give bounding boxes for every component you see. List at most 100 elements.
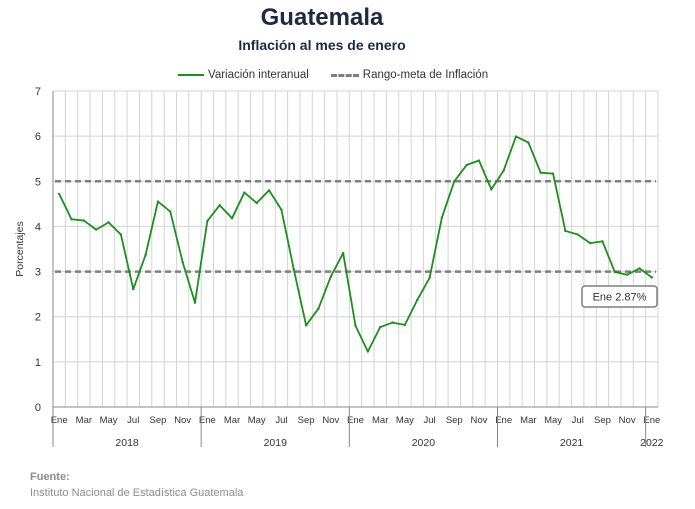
legend-item-target: Rango-meta de Inflación xyxy=(330,69,489,81)
data-point xyxy=(440,216,444,219)
data-point xyxy=(206,219,209,223)
data-point xyxy=(638,267,641,270)
x-tick-label: Jul xyxy=(424,415,436,426)
data-point xyxy=(119,233,123,236)
x-tick-label: May xyxy=(396,415,414,426)
y-tick-label: 3 xyxy=(35,267,41,279)
annotation-box xyxy=(581,285,658,308)
x-tick-label: Sep xyxy=(298,415,315,426)
data-point xyxy=(588,241,592,245)
x-year-label: 2019 xyxy=(264,437,288,449)
y-axis-label: Porcentajes xyxy=(14,221,26,276)
data-point xyxy=(601,240,604,243)
data-point xyxy=(304,324,308,327)
x-tick-label: Nov xyxy=(619,415,636,426)
x-tick-label: Jul xyxy=(127,415,139,426)
x-tick-label: Nov xyxy=(174,415,191,426)
x-tick-label: May xyxy=(544,415,562,426)
chart-subtitle: Inflación al mes de enero xyxy=(238,37,406,53)
y-tick-label: 0 xyxy=(35,402,41,414)
data-point xyxy=(255,201,258,205)
x-tick-label: Mar xyxy=(76,415,92,426)
data-point xyxy=(625,273,629,276)
data-point xyxy=(378,325,382,329)
data-point xyxy=(267,189,271,192)
x-year-label: 2020 xyxy=(412,437,436,449)
data-point xyxy=(428,276,431,280)
data-point xyxy=(502,169,505,172)
data-point xyxy=(539,171,542,174)
data-point xyxy=(317,307,320,310)
data-point xyxy=(230,217,234,220)
y-tick-label: 2 xyxy=(35,312,41,324)
x-tick-label: Nov xyxy=(322,415,339,426)
data-point xyxy=(514,135,518,138)
x-tick-label: May xyxy=(248,415,266,426)
x-tick-label: Mar xyxy=(520,415,536,426)
data-point xyxy=(490,188,493,191)
data-point xyxy=(193,301,197,304)
data-point xyxy=(576,233,579,236)
x-tick-label: Ene xyxy=(347,415,364,426)
data-point xyxy=(280,208,283,211)
x-tick-label: Jul xyxy=(275,415,287,426)
x-tick-label: Ene xyxy=(51,415,68,426)
x-year-label: 2018 xyxy=(115,437,139,449)
x-tick-label: Ene xyxy=(643,415,660,426)
x-tick-label: Sep xyxy=(594,415,611,426)
x-tick-label: Ene xyxy=(495,415,512,426)
data-point xyxy=(341,251,345,255)
x-year-label: 2021 xyxy=(560,437,584,449)
y-tick-label: 4 xyxy=(35,221,41,233)
y-tick-label: 1 xyxy=(35,357,41,369)
data-point xyxy=(477,159,481,162)
data-point xyxy=(169,210,172,213)
legend-dash-swatch xyxy=(330,73,359,77)
data-point xyxy=(527,141,530,144)
legend-target-label: Rango-meta de Inflación xyxy=(362,69,489,81)
data-point xyxy=(329,275,333,278)
x-tick-label: Sep xyxy=(149,415,166,426)
data-point xyxy=(465,163,468,167)
data-point xyxy=(243,191,246,194)
source-text: Instituto Nacional de Estadística Guatem… xyxy=(30,487,244,499)
data-point xyxy=(416,298,419,302)
x-tick-label: Sep xyxy=(446,415,463,426)
data-point xyxy=(564,229,567,233)
data-point xyxy=(453,180,456,183)
data-point xyxy=(107,221,110,224)
data-point xyxy=(366,350,370,353)
data-point xyxy=(391,321,394,324)
x-year-label: 2022 xyxy=(640,437,664,449)
legend-line-swatch xyxy=(178,74,204,76)
x-tick-label: Mar xyxy=(224,415,240,426)
x-tick-label: May xyxy=(100,415,118,426)
data-point xyxy=(144,253,147,257)
data-point xyxy=(292,268,295,271)
data-point xyxy=(403,323,407,327)
data-point xyxy=(57,192,61,196)
source-label: Fuente: xyxy=(30,471,70,483)
x-tick-label: Mar xyxy=(372,415,388,426)
chart-legend: Variación interanual Rango-meta de Infla… xyxy=(178,66,510,84)
chart-title: Guatemala xyxy=(260,4,384,31)
data-point xyxy=(156,200,160,203)
data-point xyxy=(650,276,654,279)
data-point xyxy=(70,218,73,221)
y-tick-label: 7 xyxy=(35,86,41,98)
data-point xyxy=(218,204,221,207)
y-tick-label: 6 xyxy=(35,131,41,143)
data-point xyxy=(82,219,86,222)
data-point xyxy=(95,228,98,231)
y-tick-label: 5 xyxy=(35,176,41,188)
annotation-label: Ene 2.87% xyxy=(593,292,647,304)
data-point xyxy=(613,270,616,274)
x-tick-label: Jul xyxy=(572,415,584,426)
legend-item-series: Variación interanual xyxy=(178,69,309,81)
legend-series-label: Variación interanual xyxy=(208,69,309,81)
series-line-variacion-interanual xyxy=(58,135,653,353)
data-point xyxy=(354,324,357,327)
x-tick-label: Ene xyxy=(199,415,216,426)
x-tick-label: Nov xyxy=(471,415,488,426)
